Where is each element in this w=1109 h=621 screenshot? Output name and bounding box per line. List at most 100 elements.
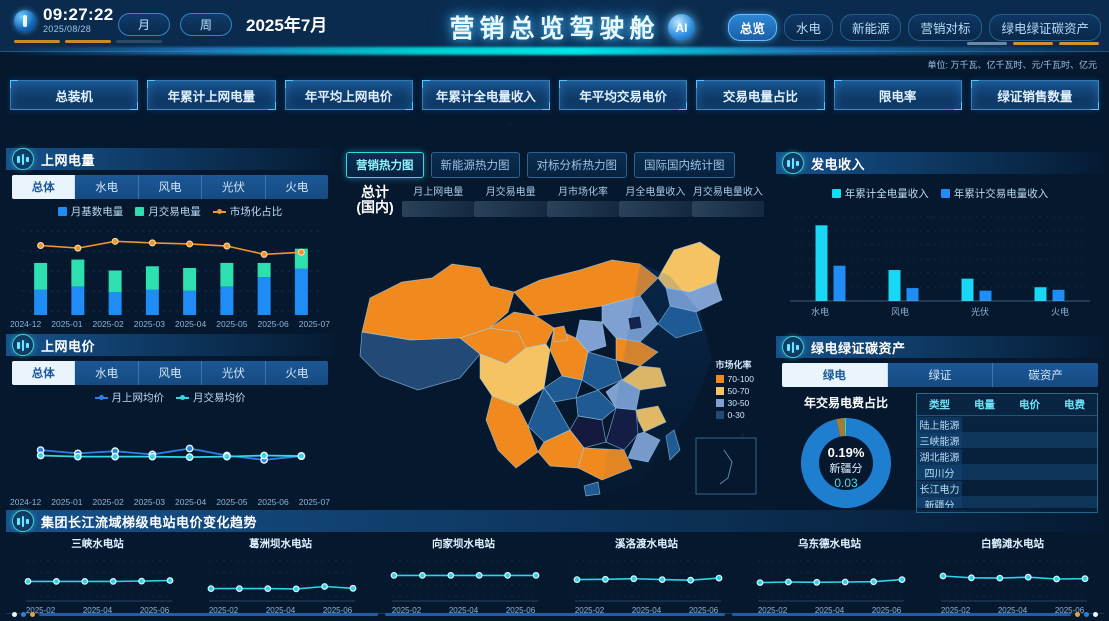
green-table-body[interactable]: 陆上能源 三峡能源 湖北能源 四川分 长江电力 新疆分 (917, 416, 1097, 508)
tab-green-power[interactable]: 绿电 (782, 363, 888, 387)
units-note: 单位: 万千瓦、亿千瓦时、元/千瓦时、亿元 (927, 60, 1097, 70)
map-tab-new-energy-heatmap[interactable]: 新能源热力图 (430, 152, 520, 178)
tab-generation-solar[interactable]: 光伏 (202, 175, 266, 199)
map-tabs[interactable]: 营销热力图 新能源热力图 对标分析热力图 国际国内统计图 (340, 148, 770, 178)
province-hunan[interactable] (569, 415, 607, 449)
table-row[interactable]: 三峡能源 (917, 432, 1097, 448)
tab-price-wind[interactable]: 风电 (138, 361, 203, 385)
china-map[interactable] (340, 220, 770, 502)
chart-bar-icon (12, 510, 34, 532)
kpi-button-row[interactable]: 总装机 年累计上网电量 年平均上网电价 年累计全电量收入 年平均交易电价 交易电… (10, 80, 1100, 110)
table-cell-type: 长江电力 (917, 480, 962, 496)
hydro-page-dots-right[interactable] (1075, 611, 1098, 617)
kpi-avg-ongrid-price[interactable]: 年平均上网电价 (284, 80, 414, 110)
map-tab-intl-domestic-stats[interactable]: 国际国内统计图 (634, 152, 735, 178)
map-stats-title-line2: (国内) (356, 199, 394, 215)
hydro-scrollbar[interactable] (12, 611, 1098, 617)
map-summary-stats: 总计 (国内) 月上网电量 月交易电量 月市场化率 月全电量收入 月交易电量收入 (340, 178, 770, 217)
hydro-station-chart[interactable]: 向家坝水电站 2025-02 2025-04 2025-06 (372, 536, 555, 615)
generation-tabs[interactable]: 总体 水电 风电 光伏 火电 (12, 175, 328, 199)
province-gansu[interactable] (489, 311, 555, 349)
axis-tick: 2025-06 (1054, 606, 1085, 615)
hydro-station-chart[interactable]: 葛洲坝水电站 2025-02 2025-04 2025-06 (189, 536, 372, 615)
table-row[interactable]: 四川分 (917, 464, 1097, 480)
province-tibet[interactable] (359, 331, 481, 391)
chart-bar-icon (782, 336, 804, 358)
province-yunnan[interactable] (485, 395, 539, 469)
province-hubei[interactable] (575, 389, 617, 421)
axis-tick: 2025-02 (92, 497, 124, 507)
chart-bar-icon (12, 334, 34, 356)
nav-item-benchmark[interactable]: 营销对标 (908, 14, 983, 41)
map-tab-marketing-heatmap[interactable]: 营销热力图 (346, 152, 424, 178)
hydro-station-chart[interactable]: 乌东德水电站 2025-02 2025-04 2025-06 (738, 536, 921, 615)
hydro-station-chart[interactable]: 白鹤滩水电站 2025-02 2025-04 2025-06 (921, 536, 1104, 615)
province-shanxi[interactable] (575, 319, 607, 353)
period-month-button[interactable]: 月 (118, 13, 170, 36)
period-week-button[interactable]: 周 (180, 13, 232, 36)
tab-green-certificate[interactable]: 绿证 (887, 363, 994, 387)
donut-center-name: 新疆分 (830, 461, 863, 475)
hydro-station-charts: 三峡水电站 2025-02 2025-04 2025-06 葛洲坝水电站 2025-02 2… (6, 536, 1104, 615)
hydro-station-chart[interactable]: 溪洛渡水电站 2025-02 2025-04 2025-06 (555, 536, 738, 615)
kpi-curtailment-rate[interactable]: 限电率 (833, 80, 963, 110)
kpi-total-capacity[interactable]: 总装机 (10, 80, 139, 110)
south-sea-inset-box (695, 437, 757, 495)
green-tabs[interactable]: 绿电 绿证 碳资产 (782, 363, 1098, 387)
nav-item-hydro[interactable]: 水电 (783, 14, 833, 41)
hydro-scroll-track[interactable] (39, 612, 1071, 616)
nav-item-green-assets[interactable]: 绿电绿证碳资产 (989, 14, 1101, 41)
donut-title: 年交易电费占比 (803, 396, 888, 410)
tab-price-hydro[interactable]: 水电 (75, 361, 139, 385)
kpi-trade-energy-share[interactable]: 交易电量占比 (696, 80, 825, 110)
tab-price-solar[interactable]: 光伏 (202, 361, 266, 385)
tab-generation-thermal[interactable]: 火电 (265, 175, 328, 199)
kpi-ytd-ongrid-energy[interactable]: 年累计上网电量 (147, 80, 276, 110)
hydro-station-chart[interactable]: 三峡水电站 2025-02 2025-04 2025-06 (6, 536, 189, 615)
tab-generation-hydro[interactable]: 水电 (75, 175, 139, 199)
hydro-station-title: 乌东德水电站 (798, 538, 861, 550)
map-legend-row: 70-100 (715, 374, 754, 384)
map-legend-row: 30-50 (715, 398, 754, 408)
hydro-station-svg (756, 560, 906, 602)
province-guizhou[interactable] (527, 387, 571, 443)
kpi-green-cert-sales[interactable]: 绿证销售数量 (970, 80, 1100, 110)
donut-center-value: 0.03 (834, 476, 858, 490)
map-tab-benchmark-heatmap[interactable]: 对标分析热力图 (526, 152, 627, 178)
table-cell-type: 四川分 (917, 464, 962, 480)
map-legend-swatch (715, 399, 724, 407)
company-logo-icon (14, 9, 36, 32)
kpi-avg-trade-price[interactable]: 年平均交易电价 (559, 80, 688, 110)
province-sichuan[interactable] (479, 343, 551, 407)
province-hainan[interactable] (583, 481, 601, 497)
table-row[interactable]: 湖北能源 (917, 448, 1097, 464)
legend-avg-ongrid-price: 月上网均价 (94, 390, 164, 405)
nav-item-new-energy[interactable]: 新能源 (839, 14, 902, 41)
hydro-page-dots-left[interactable] (12, 611, 35, 617)
main-nav[interactable]: 总览 水电 新能源 营销对标 绿电绿证碳资产 (727, 14, 1101, 41)
tab-generation-wind[interactable]: 风电 (138, 175, 203, 199)
ai-assistant-icon[interactable]: AI (668, 14, 695, 41)
axis-tick: 2024-12 (10, 497, 42, 507)
panel-hydro-header: 集团长江流域梯级电站电价变化趋势 (6, 510, 1104, 532)
table-row[interactable]: 长江电力 (917, 480, 1097, 496)
axis-tick: 2025-01 (51, 319, 83, 329)
tab-price-total[interactable]: 总体 (12, 361, 76, 385)
tab-carbon-asset[interactable]: 碳资产 (993, 363, 1098, 387)
green-data-table[interactable]: 类型 电量 电价 电费 陆上能源 三峡能源 湖北能源 四川分 长江电力 新疆分 (916, 393, 1098, 513)
revenue-x-axis: 水电 风电 光伏 火电 (776, 305, 1104, 318)
kpi-ytd-total-revenue[interactable]: 年累计全电量收入 (421, 80, 551, 110)
province-henan[interactable] (581, 351, 623, 391)
province-ningxia[interactable] (553, 325, 569, 343)
tab-generation-total[interactable]: 总体 (12, 175, 76, 199)
table-row[interactable]: 新疆分 (917, 496, 1097, 508)
axis-tick: 2024-12 (10, 319, 42, 329)
table-cell-type: 三峡能源 (917, 432, 962, 448)
table-row[interactable]: 陆上能源 (917, 416, 1097, 432)
generation-legend: 月基数电量 月交易电量 市场化占比 (6, 204, 334, 219)
nav-item-overview[interactable]: 总览 (727, 14, 777, 41)
tab-price-thermal[interactable]: 火电 (265, 361, 328, 385)
axis-tick: 光伏 (970, 307, 989, 317)
period-toggle-group[interactable]: 月 周 (118, 13, 232, 36)
price-tabs[interactable]: 总体 水电 风电 光伏 火电 (12, 361, 328, 385)
